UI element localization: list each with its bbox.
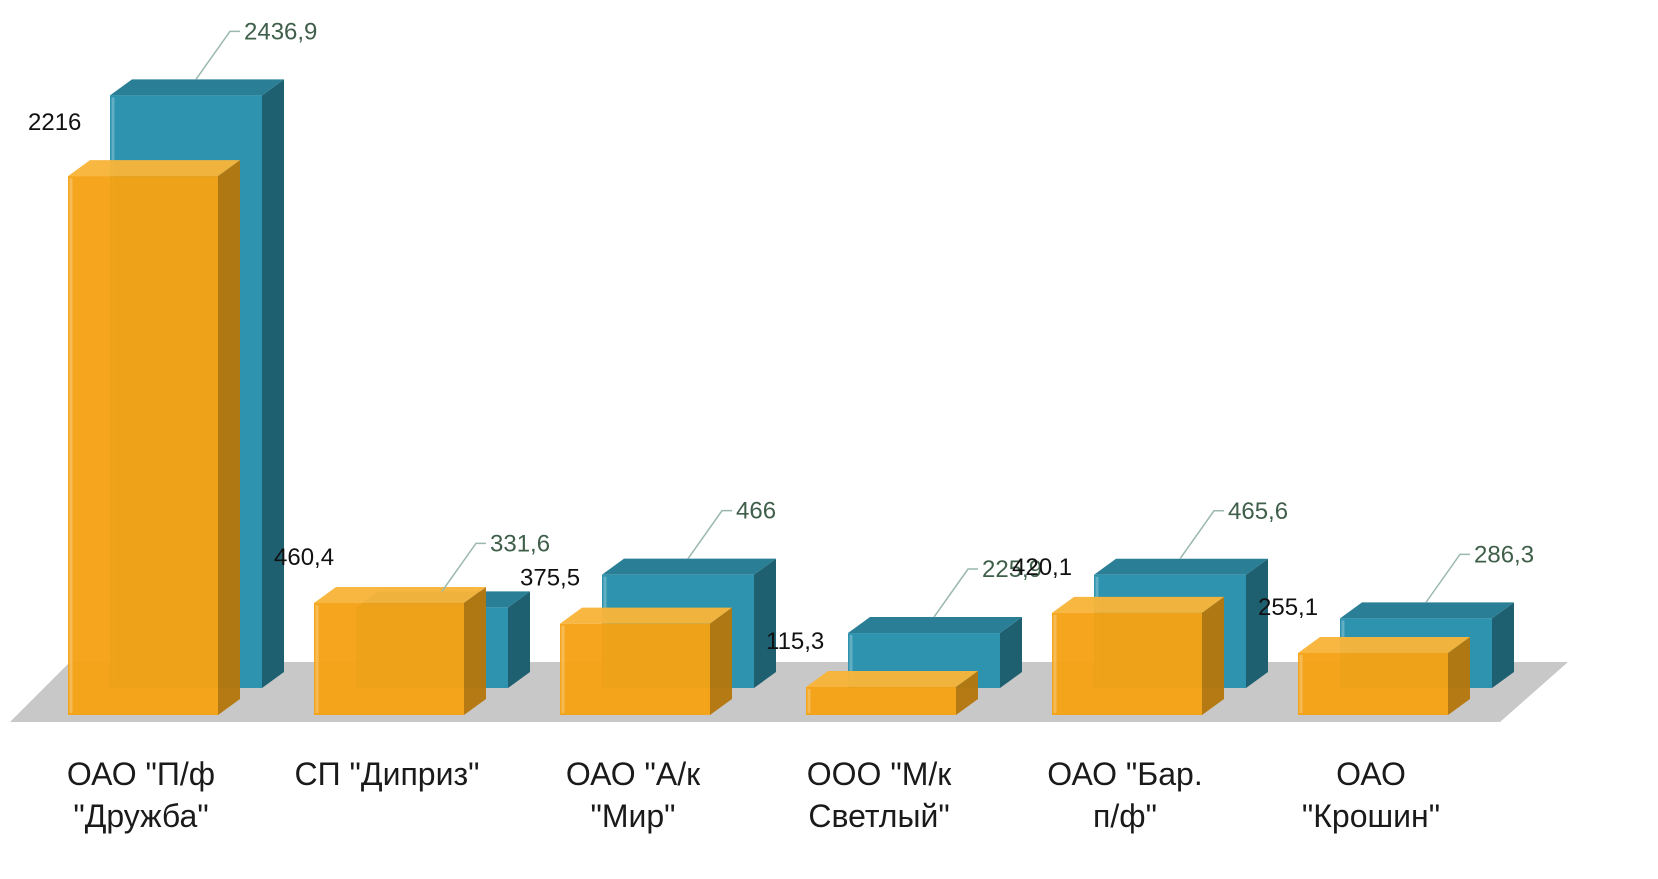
bar-series1-5-side — [1202, 596, 1224, 715]
bar-series1-3 — [560, 607, 732, 715]
data-label-series1-2: 460,4 — [274, 544, 334, 571]
data-label-series1-5: 420,1 — [1012, 554, 1072, 581]
bar-series2-6-top — [1340, 602, 1514, 619]
category-label-line: "Дружба" — [73, 798, 208, 834]
bar-series1-2-face — [314, 603, 464, 715]
category-label-line: "Мир" — [590, 798, 675, 834]
bar-series1-6-face — [1298, 652, 1448, 715]
bar-series2-2-side — [508, 591, 530, 688]
bar-series2-5-side — [1246, 558, 1268, 688]
leader-line-1 — [195, 30, 240, 80]
leader-line-2 — [441, 542, 486, 592]
category-label-line: ОАО "П/ф — [67, 756, 215, 792]
bar-series2-4-top — [848, 617, 1022, 634]
leader-lines-layer — [195, 30, 1470, 618]
bar-series1-1-side — [218, 160, 240, 716]
bar-series1-5 — [1052, 596, 1224, 715]
category-label-6: ОАО "Крошин" — [1302, 756, 1440, 834]
bar-series1-6-top — [1298, 636, 1470, 653]
bar-series1-4-top — [806, 670, 978, 687]
data-label-series2-4: 225,9 — [982, 556, 1042, 583]
bar-series1-6 — [1298, 636, 1470, 715]
category-label-line: "Крошин" — [1302, 798, 1440, 834]
bar-series1-2-side — [464, 587, 486, 715]
bar-series2-5-top — [1094, 558, 1268, 575]
leader-line-4 — [933, 568, 978, 618]
bar-series2-3-top — [602, 558, 776, 575]
bar-series2-1-side — [262, 79, 284, 688]
category-label-line: ОАО "А/к — [566, 756, 701, 792]
category-label-5: ОАО "Бар. п/ф" — [1047, 756, 1202, 834]
bar-series1-6-side — [1448, 636, 1470, 715]
category-label-line: СП "Диприз" — [295, 756, 480, 792]
category-label-line: ОАО — [1336, 756, 1406, 792]
leader-line-6 — [1425, 553, 1470, 603]
data-label-series1-1: 2216 — [28, 109, 81, 136]
leader-line-5 — [1179, 510, 1224, 560]
bar-series1-4-face — [806, 686, 956, 715]
bar-series1-2-top — [314, 587, 486, 604]
bar-series2-3-side — [754, 558, 776, 688]
category-label-1: ОАО "П/ф "Дружба" — [67, 756, 215, 834]
labels-layer: 2436,9 2216 ОАО "П/ф "Дружба" 331,6 460,4 СП "… — [28, 18, 1534, 834]
data-label-series2-6: 286,3 — [1474, 541, 1534, 568]
category-label-4: ООО "М/к Светлый" — [807, 756, 952, 834]
category-label-line: Светлый" — [808, 798, 949, 834]
series-1-layer — [68, 160, 1470, 716]
data-label-series2-5: 465,6 — [1228, 498, 1288, 525]
category-label-line: ООО "М/к — [807, 756, 952, 792]
bar-series1-4-side — [956, 670, 978, 715]
bar-series1-5-top — [1052, 596, 1224, 613]
category-label-line: ОАО "Бар. — [1047, 756, 1202, 792]
data-label-series2-1: 2436,9 — [244, 18, 317, 45]
bar-series1-1-top — [68, 160, 240, 177]
bar-series2-6-side — [1492, 602, 1514, 688]
bar-series1-4 — [806, 670, 978, 715]
bar-series1-2 — [314, 587, 486, 715]
data-label-series1-3: 375,5 — [520, 565, 580, 592]
leader-line-3 — [687, 509, 732, 560]
bar-series1-3-side — [710, 607, 732, 715]
bar-series2-4-side — [1000, 617, 1022, 688]
category-label-3: ОАО "А/к "Мир" — [566, 756, 701, 834]
bar-series1-5-face — [1052, 612, 1202, 715]
bar-series1-3-top — [560, 607, 732, 624]
data-label-series1-6: 255,1 — [1258, 594, 1318, 621]
data-label-series2-2: 331,6 — [490, 530, 550, 557]
bar-series1-1-face — [68, 176, 218, 716]
bar-series1-1 — [68, 160, 240, 716]
bar-series2-1-top — [110, 79, 284, 96]
category-label-2: СП "Диприз" — [295, 756, 480, 792]
data-label-series2-3: 466 — [736, 498, 776, 525]
data-label-series1-4: 115,3 — [766, 628, 824, 655]
bar-series1-3-face — [560, 623, 710, 715]
category-label-line: п/ф" — [1093, 798, 1157, 834]
